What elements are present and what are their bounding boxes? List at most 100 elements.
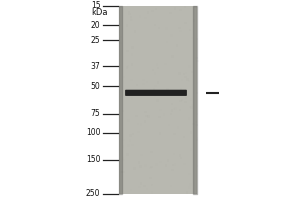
Bar: [183, 136, 185, 138]
Bar: [150, 92, 152, 94]
Bar: [159, 41, 161, 44]
Bar: [170, 34, 173, 37]
Bar: [119, 42, 122, 44]
Bar: [155, 8, 157, 10]
Bar: [129, 139, 131, 142]
Bar: [123, 123, 125, 125]
Bar: [154, 72, 156, 75]
Bar: [126, 8, 128, 11]
Bar: [132, 133, 134, 135]
Bar: [130, 53, 133, 56]
Bar: [185, 128, 187, 130]
Bar: [150, 86, 152, 88]
Bar: [135, 15, 137, 17]
Bar: [168, 158, 170, 161]
Bar: [191, 104, 194, 106]
Bar: [190, 109, 193, 112]
Bar: [151, 191, 153, 194]
Bar: [167, 102, 169, 104]
Bar: [175, 105, 178, 107]
Bar: [127, 119, 130, 122]
Bar: [144, 120, 146, 123]
Bar: [155, 143, 158, 145]
Bar: [189, 183, 192, 186]
Bar: [160, 172, 162, 174]
Bar: [175, 47, 178, 49]
Bar: [165, 164, 167, 167]
Bar: [155, 13, 158, 15]
Bar: [130, 63, 133, 66]
Bar: [163, 113, 166, 116]
Bar: [132, 64, 135, 67]
Bar: [149, 71, 151, 74]
Bar: [179, 109, 181, 111]
Bar: [145, 92, 147, 94]
Bar: [156, 44, 158, 47]
Bar: [152, 185, 155, 187]
Bar: [149, 167, 152, 169]
Bar: [152, 69, 154, 71]
Bar: [153, 149, 155, 151]
Bar: [156, 63, 158, 66]
Bar: [126, 24, 128, 27]
Text: kDa: kDa: [92, 8, 108, 17]
Bar: [179, 30, 182, 32]
Bar: [154, 145, 156, 147]
Bar: [196, 139, 198, 141]
Text: 250: 250: [86, 190, 100, 198]
Bar: [143, 12, 146, 15]
Bar: [141, 18, 143, 20]
Text: 15: 15: [91, 1, 100, 10]
Bar: [166, 88, 169, 90]
Bar: [140, 182, 142, 185]
Bar: [145, 23, 147, 25]
Bar: [130, 61, 132, 64]
Bar: [127, 4, 130, 7]
Bar: [128, 170, 130, 172]
Bar: [131, 46, 134, 49]
Bar: [189, 56, 191, 59]
Bar: [140, 154, 142, 156]
Bar: [196, 165, 198, 167]
Bar: [129, 11, 132, 14]
Bar: [144, 91, 146, 93]
Bar: [179, 9, 182, 11]
Bar: [129, 154, 132, 156]
Bar: [174, 53, 177, 55]
Bar: [189, 113, 192, 115]
Bar: [125, 146, 128, 148]
Bar: [178, 27, 181, 29]
Bar: [186, 167, 188, 169]
Bar: [182, 172, 184, 174]
Bar: [165, 44, 167, 47]
Bar: [151, 11, 154, 14]
Bar: [133, 167, 136, 170]
Bar: [135, 115, 138, 117]
Bar: [156, 11, 158, 14]
Bar: [189, 29, 191, 31]
Bar: [127, 65, 129, 68]
Text: 50: 50: [91, 82, 100, 91]
Bar: [171, 38, 173, 41]
Bar: [154, 95, 156, 97]
Bar: [138, 81, 141, 83]
Bar: [173, 153, 176, 155]
Bar: [177, 42, 179, 45]
Bar: [186, 191, 188, 194]
Bar: [144, 17, 147, 19]
Bar: [179, 100, 182, 102]
Bar: [190, 98, 192, 101]
Bar: [187, 91, 190, 93]
Bar: [176, 44, 178, 47]
Text: 37: 37: [91, 62, 100, 71]
Bar: [143, 185, 146, 187]
Bar: [184, 6, 186, 8]
Bar: [178, 56, 180, 59]
Bar: [138, 58, 140, 60]
Bar: [186, 78, 189, 81]
Bar: [140, 123, 142, 126]
Bar: [196, 92, 198, 94]
Bar: [184, 101, 187, 103]
Bar: [170, 185, 172, 187]
Bar: [185, 181, 187, 183]
